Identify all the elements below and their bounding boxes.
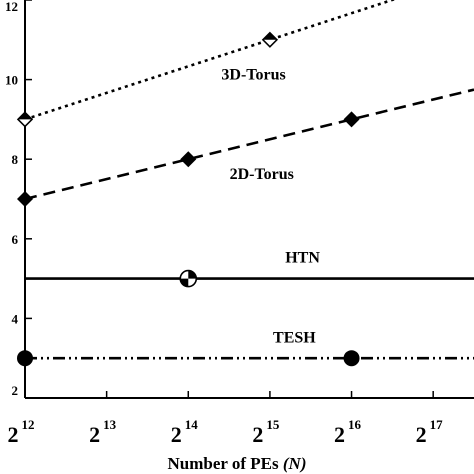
axes: 2 4 6 8 10 12 2 12 2 13 2 14 2 15 2 16 2 17 [5, 0, 474, 447]
x-tick-label: 2 16 [334, 417, 362, 447]
data-point [180, 151, 197, 168]
y-tick-label: 12 [5, 0, 18, 14]
annotation-3d-torus: 3D-Torus [221, 67, 285, 84]
data-point [17, 350, 33, 367]
marker-fill [188, 270, 197, 279]
series-line-3d-torus [24, 0, 397, 121]
y-tick-label: 2 [12, 383, 19, 398]
series-htn [25, 269, 474, 288]
series-group [16, 0, 474, 367]
data-point [343, 350, 360, 367]
y-tick-label: 6 [12, 232, 19, 247]
data-point [343, 111, 360, 128]
annotation-tesh: TESH [273, 329, 316, 346]
annotation-htn: HTN [285, 250, 320, 267]
x-tick-label: 2 12 [8, 417, 35, 447]
data-point [179, 269, 198, 288]
marker-fill [180, 278, 189, 287]
data-point [16, 111, 34, 128]
series-tesh [17, 350, 474, 367]
series-line-2d-torus [24, 88, 474, 201]
data-point [261, 31, 279, 48]
y-tick-label: 8 [12, 152, 19, 167]
marker-fill [18, 112, 32, 120]
x-tick-label: 2 17 [416, 417, 444, 447]
x-tick-label: 2 15 [252, 417, 280, 447]
y-tick-label: 10 [5, 73, 18, 88]
x-tick-label: 2 13 [89, 417, 117, 447]
annotation-2d-torus: 2D-Torus [230, 166, 294, 183]
series-2d-torus [17, 88, 474, 207]
x-axis-label: Number of PEs (N) [168, 454, 307, 473]
data-point [17, 191, 33, 207]
y-tick-label: 4 [12, 311, 19, 326]
marker-fill [262, 32, 277, 40]
annotations: 3D-Torus 2D-Torus HTN TESH [221, 67, 320, 347]
x-tick-label: 2 14 [171, 417, 199, 447]
series-3d-torus [16, 0, 397, 128]
